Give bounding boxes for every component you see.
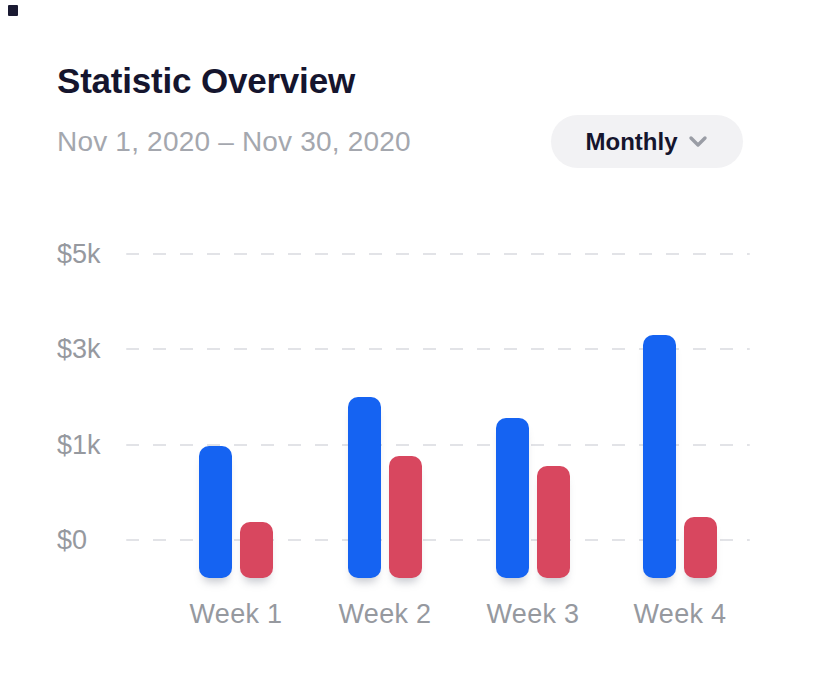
- bar-week-1-blue: [199, 446, 232, 578]
- y-tick-label: $5k: [57, 238, 101, 270]
- x-axis-label: Week 2: [325, 599, 445, 630]
- x-axis-label: Week 1: [176, 599, 296, 630]
- x-axis-label: Week 3: [473, 599, 593, 630]
- bar-week-3-blue: [496, 418, 529, 578]
- bar-week-4-red: [684, 517, 717, 578]
- bar-week-3-red: [537, 466, 570, 578]
- bar-week-2-red: [389, 456, 422, 578]
- gridline-5k: [126, 253, 750, 255]
- x-axis-label: Week 4: [620, 599, 740, 630]
- y-tick-label: $0: [57, 524, 87, 556]
- bar-chart: $0 $1k $3k $5k Week 1 Week 2 Week 3 Week 4: [0, 0, 814, 688]
- y-tick-label: $3k: [57, 333, 101, 365]
- statistic-overview-panel: Statistic Overview Nov 1, 2020 – Nov 30,…: [0, 0, 814, 688]
- bar-week-4-blue: [643, 335, 676, 578]
- bar-week-1-red: [240, 522, 273, 578]
- bar-week-2-blue: [348, 397, 381, 578]
- y-tick-label: $1k: [57, 429, 101, 461]
